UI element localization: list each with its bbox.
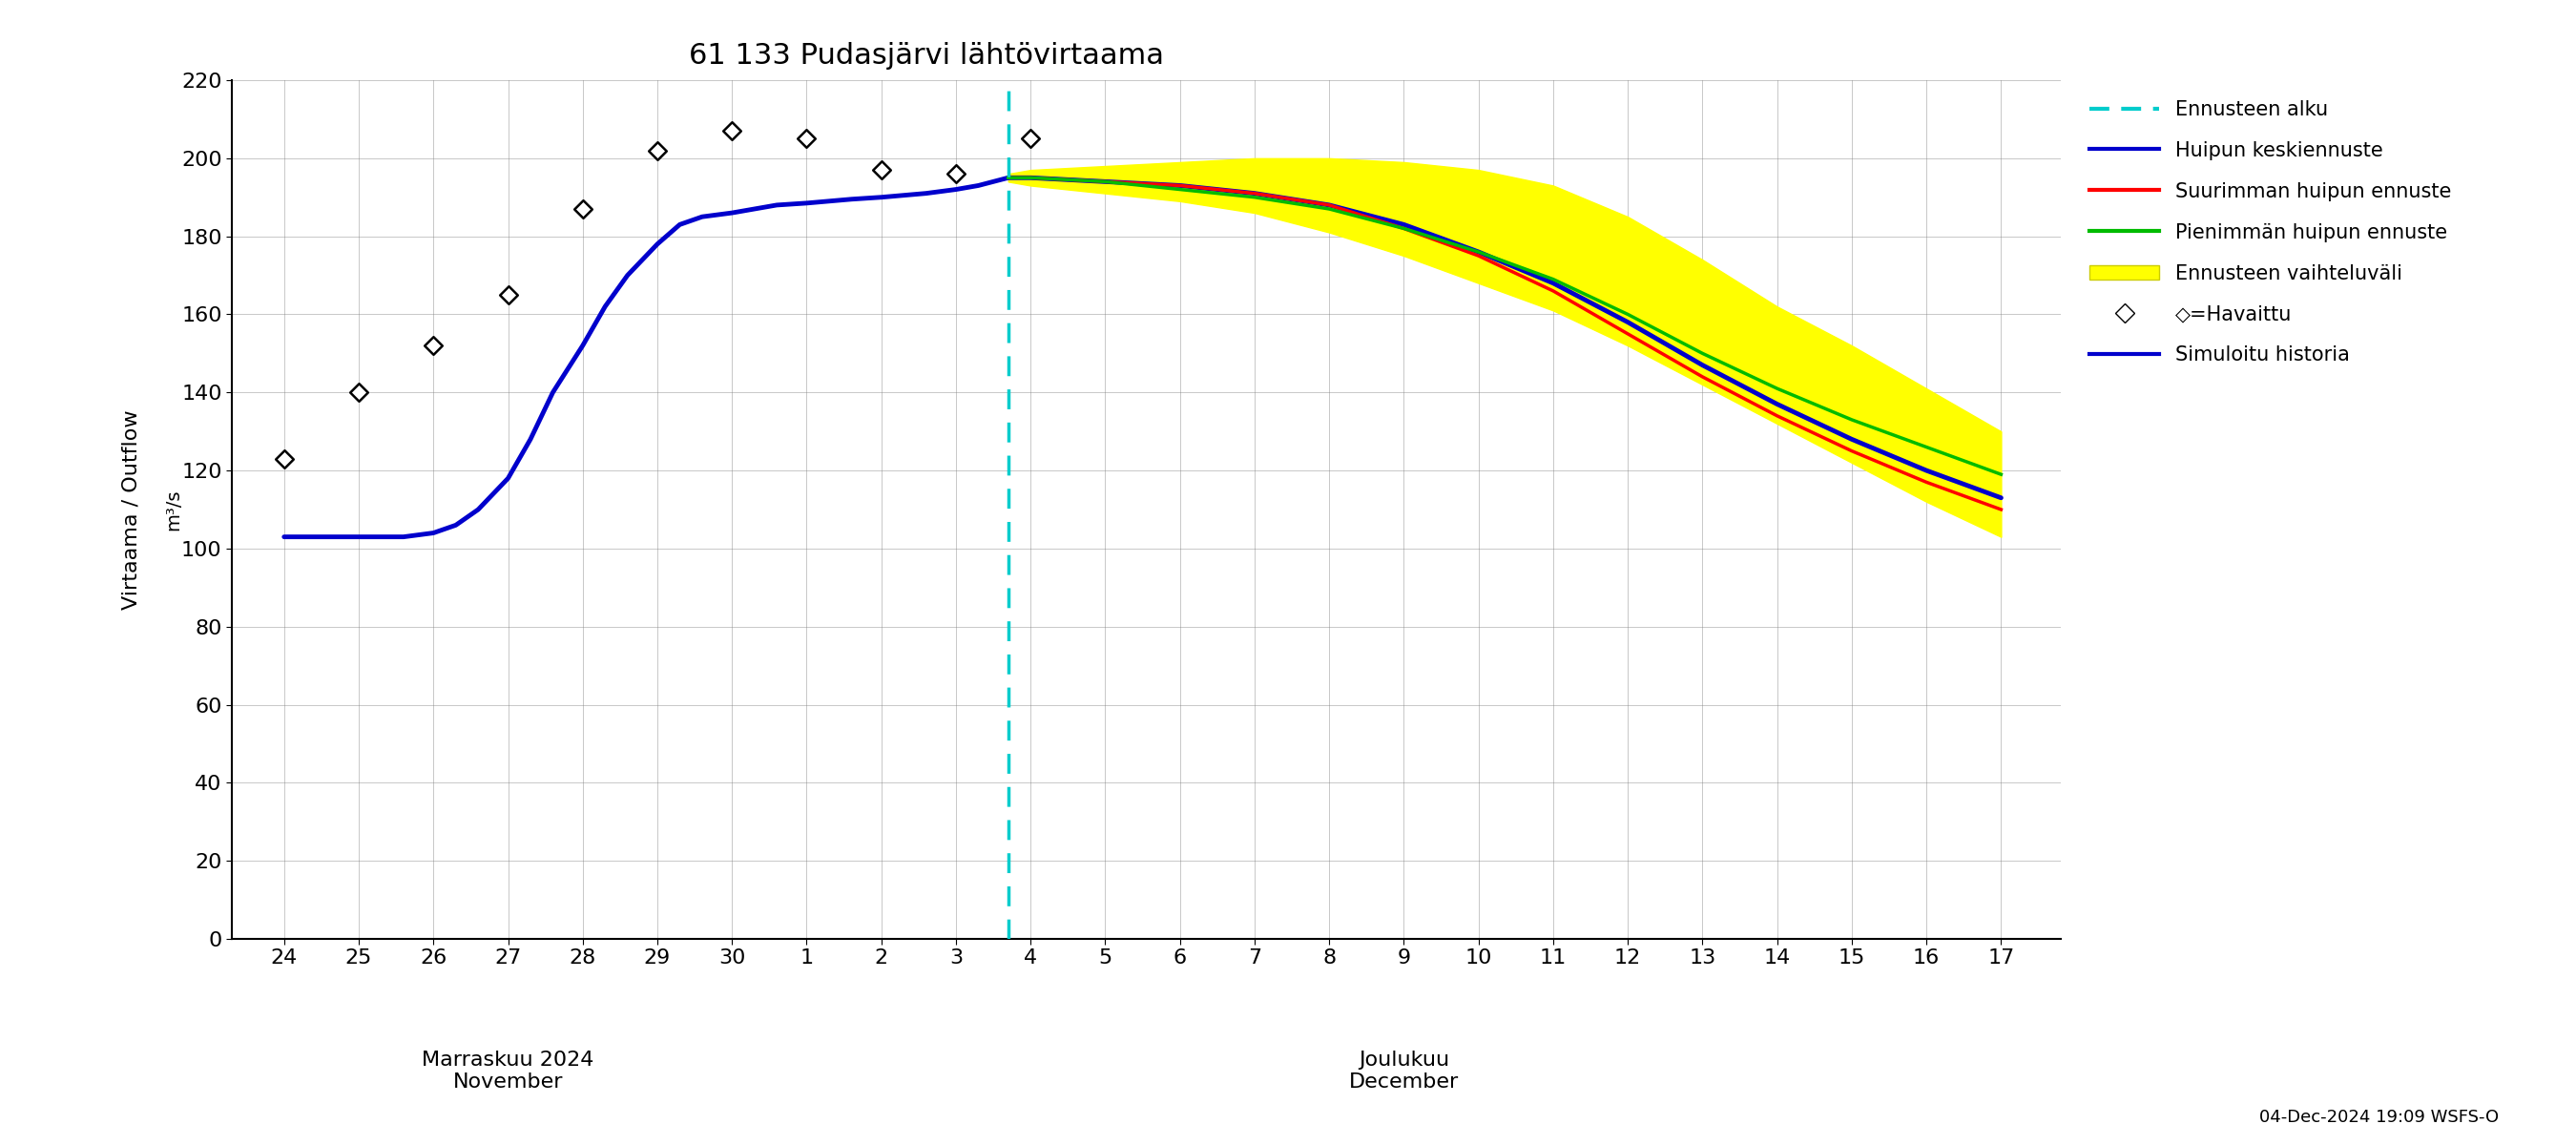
Point	[711, 121, 752, 140]
Point	[487, 285, 528, 303]
Point	[337, 384, 379, 402]
Point	[636, 141, 677, 159]
Legend: Ennusteen alku, Huipun keskiennuste, Suurimman huipun ennuste, Pienimmän huipun : Ennusteen alku, Huipun keskiennuste, Suu…	[2079, 90, 2460, 374]
Point	[786, 129, 827, 148]
Text: Marraskuu 2024
November: Marraskuu 2024 November	[422, 1051, 595, 1091]
Title: 61 133 Pudasjärvi lähtövirtaama: 61 133 Pudasjärvi lähtövirtaama	[690, 42, 1164, 70]
Point	[935, 165, 976, 183]
Point	[1010, 129, 1051, 148]
Point	[263, 450, 304, 468]
Text: 04-Dec-2024 19:09 WSFS-O: 04-Dec-2024 19:09 WSFS-O	[2259, 1108, 2499, 1126]
Text: m³/s: m³/s	[165, 489, 183, 530]
Point	[860, 160, 902, 179]
Text: Virtaama / Outflow: Virtaama / Outflow	[121, 410, 142, 609]
Point	[412, 337, 453, 355]
Text: Joulukuu
December: Joulukuu December	[1350, 1051, 1458, 1091]
Point	[562, 199, 603, 218]
